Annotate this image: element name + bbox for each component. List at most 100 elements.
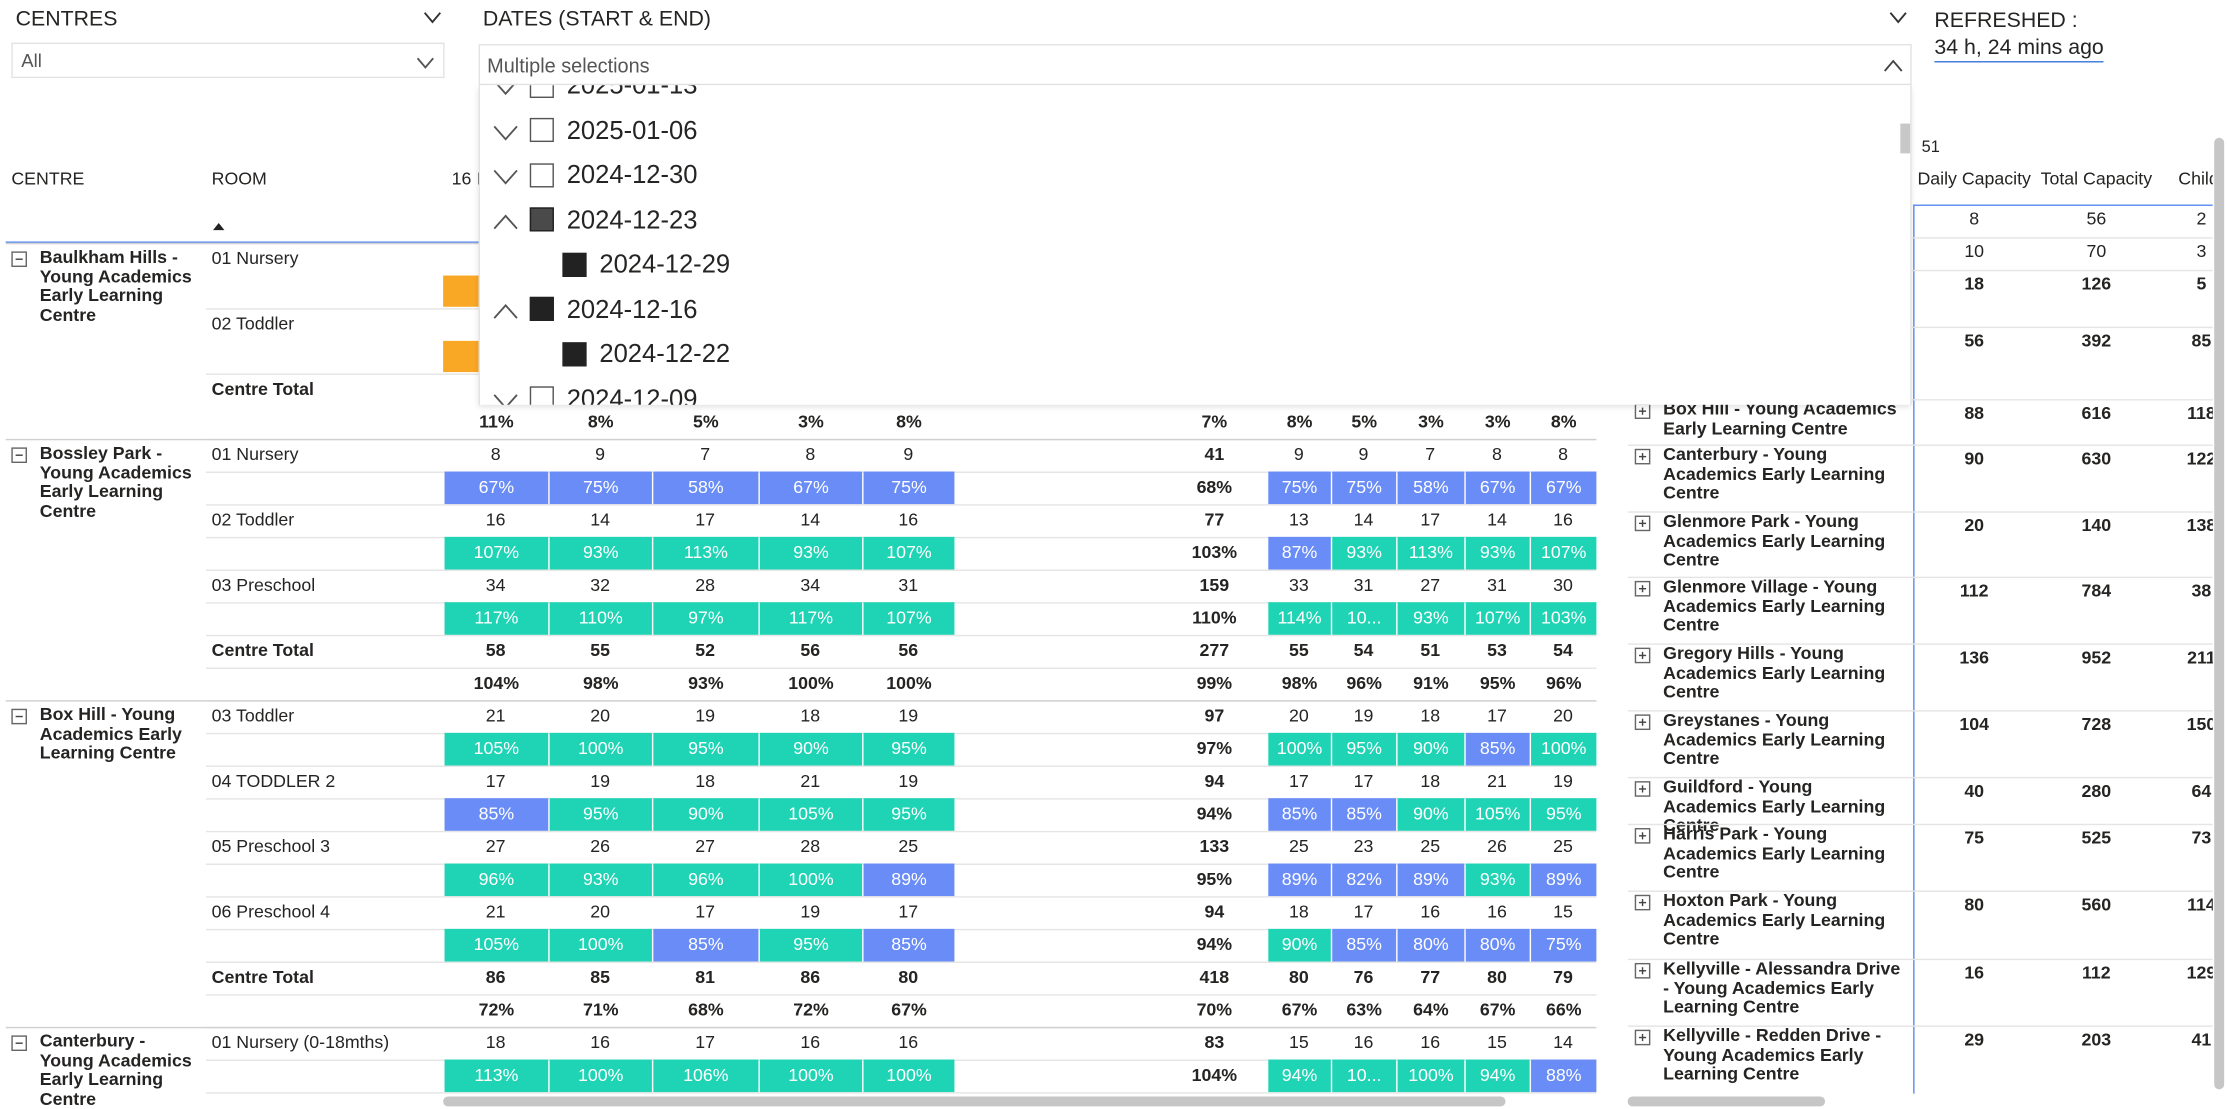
date-option[interactable]: 2024-12-23 (566, 205, 698, 234)
capacity-value: 112 (2081, 962, 2111, 983)
chevron[interactable] (493, 124, 519, 140)
expand-button[interactable] (1634, 828, 1651, 844)
row-line (1627, 890, 2213, 892)
capacity-value: 29 (1964, 1029, 1985, 1050)
pct-cell: 85% (1332, 928, 1397, 962)
pct-cell: 67% (1465, 471, 1530, 505)
date-option[interactable]: 2024-12-22 (599, 339, 731, 368)
row-line (1627, 643, 2213, 645)
checkbox[interactable] (529, 386, 554, 405)
pct-total: 7% (1201, 411, 1228, 432)
count-cell: 19 (1353, 705, 1374, 726)
checkbox[interactable] (529, 117, 554, 143)
slicer-box[interactable]: All (11, 42, 445, 79)
pct-cell: 72% (793, 999, 829, 1020)
column-header: ROOM (211, 169, 267, 189)
checkbox[interactable] (529, 207, 554, 232)
expand-button[interactable] (11, 251, 27, 268)
count-cell: 18 (800, 705, 821, 726)
chevron[interactable] (423, 11, 441, 24)
capacity-value: 104 (1959, 714, 1989, 735)
expand-plus (1641, 785, 1644, 793)
checkbox[interactable] (529, 296, 554, 321)
chevron[interactable] (1883, 59, 1903, 73)
expand-plus (1641, 899, 1644, 907)
dropdown-header[interactable]: Multiple selections (478, 44, 1912, 86)
scrollbar[interactable] (443, 1096, 1506, 1107)
count-cell: 58 (485, 640, 506, 661)
count-cell: 14 (1487, 509, 1507, 530)
count-cell: 18 (695, 771, 716, 792)
chevron[interactable] (416, 57, 434, 69)
row-line (205, 634, 1597, 637)
date-option[interactable]: 2024-12-16 (566, 294, 698, 324)
room-name: 01 Nursery (0-18mths) (211, 1032, 390, 1053)
capacity-value: 75 (1964, 828, 1985, 848)
expand-button[interactable] (1634, 1029, 1651, 1046)
scrollbar[interactable] (1627, 1096, 1826, 1107)
pct-cell: 85% (863, 928, 955, 962)
capacity-value: 203 (2081, 1029, 2112, 1050)
expand-button[interactable] (1634, 647, 1651, 664)
count-cell: 19 (695, 705, 716, 726)
expand-button[interactable] (11, 708, 27, 725)
chevron[interactable] (1889, 11, 1907, 24)
expand-button[interactable] (1634, 781, 1651, 797)
dropdown-scrollbar[interactable] (1900, 123, 1911, 154)
count-cell: 86 (485, 967, 506, 988)
row-line (1627, 958, 2213, 961)
row-line (1627, 823, 2213, 826)
chevron[interactable] (493, 169, 519, 185)
capacity-value: 728 (2081, 714, 2112, 735)
pct-cell: 95% (549, 798, 652, 831)
centre-name: Kellyville - Redden Drive - Young Academ… (1663, 1025, 1882, 1084)
row-line (1627, 237, 2213, 239)
checkbox[interactable] (529, 162, 554, 187)
pct-cell: 93% (688, 673, 724, 694)
date-option[interactable]: 2025-01-06 (566, 115, 698, 145)
date-option[interactable]: 2024-12-09 (566, 384, 698, 405)
checkbox[interactable] (529, 85, 554, 98)
chevron[interactable] (493, 303, 519, 319)
date-option[interactable]: 2025-01-13 (566, 85, 698, 100)
date-option[interactable]: 2024-12-30 (566, 160, 698, 189)
count-cell: 7 (700, 444, 711, 465)
count-cell: 14 (1553, 1032, 1573, 1053)
pct-cell: 107% (863, 536, 955, 570)
room-name: 06 Preschool 4 (211, 901, 331, 922)
expand-button[interactable] (1634, 448, 1651, 465)
expand-button[interactable] (1634, 714, 1651, 731)
pct-cell: 93% (1465, 863, 1530, 897)
capacity-value: 64 (2191, 781, 2212, 802)
pct-cell: 90% (653, 798, 759, 831)
count-cell: 17 (1353, 901, 1374, 922)
count-cell: 25 (898, 836, 919, 857)
pct-cell: 96% (1346, 673, 1382, 694)
checkbox[interactable] (562, 341, 587, 366)
expand-button[interactable] (1634, 894, 1651, 911)
date-option[interactable]: 2024-12-29 (599, 249, 731, 279)
count-cell: 17 (1288, 771, 1309, 792)
chevron[interactable] (493, 393, 519, 405)
expand-button[interactable] (11, 447, 27, 464)
count-cell: 26 (590, 836, 610, 857)
chevron[interactable] (493, 213, 519, 230)
count-total: 418 (1199, 967, 1230, 988)
expand-button[interactable] (1634, 962, 1651, 979)
expand-button[interactable] (1634, 580, 1651, 597)
checkbox[interactable] (562, 252, 587, 277)
chevron[interactable] (493, 85, 519, 96)
pct-cell: 100% (759, 1059, 863, 1093)
pct-cell: 113% (444, 1059, 549, 1093)
expand-button[interactable] (1634, 515, 1651, 532)
scrollbar[interactable] (2214, 137, 2225, 1090)
expand-button[interactable] (11, 1035, 27, 1052)
count-cell: 21 (485, 705, 506, 726)
pct-cell: 5% (693, 411, 719, 432)
expand-button[interactable] (1634, 403, 1651, 419)
count-cell: 18 (485, 1032, 506, 1053)
pct-cell: 100% (549, 732, 652, 766)
pct-cell: 85% (444, 798, 549, 831)
count-cell: 55 (590, 640, 610, 661)
column-header: 16 I (451, 169, 482, 189)
